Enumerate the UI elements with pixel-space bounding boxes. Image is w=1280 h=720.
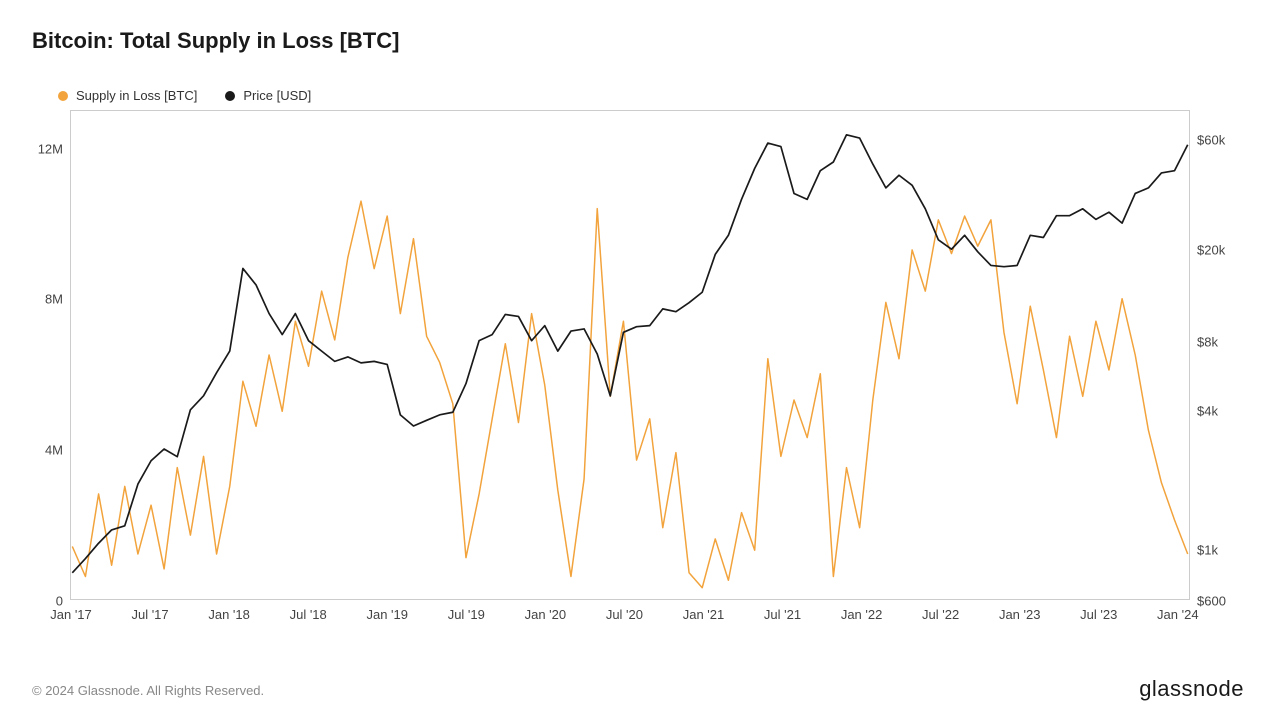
chart-lines [71, 111, 1189, 599]
y-left-tick: 4M [45, 443, 71, 458]
x-tick: Jul '23 [1080, 599, 1117, 622]
x-tick: Jan '19 [366, 599, 408, 622]
x-tick: Jan '21 [683, 599, 725, 622]
y-left-tick: 12M [38, 141, 71, 156]
x-tick: Jan '22 [841, 599, 883, 622]
y-left-tick: 8M [45, 292, 71, 307]
x-tick: Jan '20 [525, 599, 567, 622]
legend-item-supply: Supply in Loss [BTC] [58, 88, 197, 103]
series-price-usd- [72, 135, 1187, 573]
x-tick: Jan '18 [208, 599, 250, 622]
x-tick: Jul '19 [448, 599, 485, 622]
x-tick: Jul '20 [606, 599, 643, 622]
copyright: © 2024 Glassnode. All Rights Reserved. [32, 683, 264, 698]
x-tick: Jul '17 [131, 599, 168, 622]
brand-logo: glassnode [1139, 676, 1244, 702]
legend: Supply in Loss [BTC] Price [USD] [58, 88, 311, 103]
y-right-tick: $1k [1189, 542, 1218, 557]
x-tick: Jul '18 [290, 599, 327, 622]
x-tick: Jul '21 [764, 599, 801, 622]
legend-dot-price [225, 91, 235, 101]
legend-label-price: Price [USD] [243, 88, 311, 103]
y-right-tick: $8k [1189, 334, 1218, 349]
y-right-tick: $60k [1189, 132, 1225, 147]
y-right-tick: $20k [1189, 242, 1225, 257]
x-tick: Jul '22 [922, 599, 959, 622]
chart-title: Bitcoin: Total Supply in Loss [BTC] [32, 28, 399, 54]
legend-label-supply: Supply in Loss [BTC] [76, 88, 197, 103]
chart: 04M8M12M$600$1k$4k$8k$20k$60kJan '17Jul … [30, 110, 1240, 640]
x-tick: Jan '24 [1157, 599, 1199, 622]
x-tick: Jan '23 [999, 599, 1041, 622]
x-tick: Jan '17 [50, 599, 92, 622]
y-right-tick: $4k [1189, 404, 1218, 419]
legend-dot-supply [58, 91, 68, 101]
legend-item-price: Price [USD] [225, 88, 311, 103]
plot-area: 04M8M12M$600$1k$4k$8k$20k$60kJan '17Jul … [70, 110, 1190, 600]
